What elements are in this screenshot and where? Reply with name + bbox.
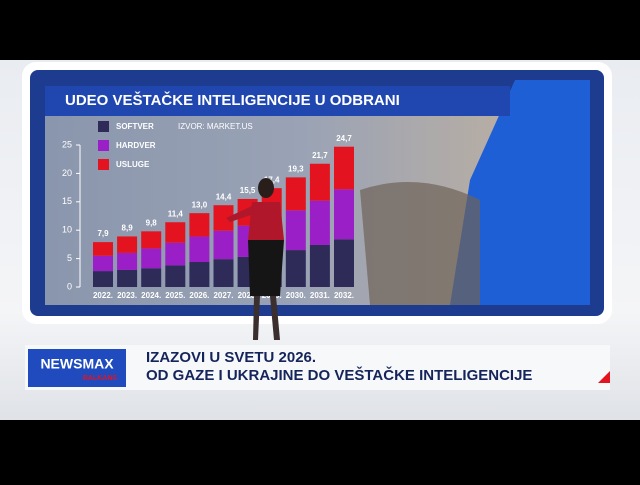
bar-segment bbox=[334, 239, 354, 287]
bar-segment bbox=[334, 189, 354, 240]
total-label: 11,4 bbox=[168, 209, 184, 218]
legend-label: USLUGE bbox=[116, 160, 150, 169]
bar-segment bbox=[165, 222, 186, 243]
bar-segment bbox=[189, 262, 210, 287]
total-label: 9,8 bbox=[146, 218, 158, 227]
x-tick-label: 2026. bbox=[189, 291, 209, 300]
bar-segment bbox=[189, 213, 210, 237]
y-tick-label: 15 bbox=[62, 196, 72, 206]
legend-swatch bbox=[98, 159, 109, 170]
bar-segment bbox=[165, 242, 186, 266]
bar-segment bbox=[117, 236, 138, 253]
bar-segment bbox=[93, 255, 113, 272]
x-tick-label: 2023. bbox=[117, 291, 137, 300]
bar-segment bbox=[117, 269, 138, 287]
legend-label: SOFTVER bbox=[116, 122, 154, 131]
presenter bbox=[226, 178, 284, 340]
y-tick-label: 10 bbox=[62, 225, 72, 235]
logo-box bbox=[28, 349, 126, 387]
bar-segment bbox=[285, 250, 306, 287]
legend-swatch bbox=[98, 140, 109, 151]
x-tick-label: 2025. bbox=[165, 291, 185, 300]
logo: NEWSMAX bbox=[40, 356, 114, 372]
chart-title: UDEO VEŠTAČKE INTELIGENCIJE U ODBRANI bbox=[65, 91, 400, 109]
bar-segment bbox=[141, 268, 162, 287]
logo-sub: BALKANS bbox=[83, 375, 118, 382]
accent bbox=[598, 371, 610, 383]
legend-label: HARDVER bbox=[116, 141, 156, 150]
x-tick-label: 2032. bbox=[334, 291, 354, 300]
total-label: 21,7 bbox=[312, 151, 328, 160]
bar-segment bbox=[334, 146, 354, 190]
source: IZVOR: MARKET.US bbox=[178, 122, 253, 131]
x-tick-label: 2030. bbox=[286, 291, 306, 300]
photo-soldiers bbox=[360, 182, 480, 305]
total-label: 19,3 bbox=[288, 164, 304, 173]
bar-segment bbox=[141, 231, 162, 249]
x-tick-label: 2031. bbox=[310, 291, 330, 300]
bar-segment bbox=[93, 242, 113, 256]
bar-segment bbox=[309, 163, 330, 201]
bar-segment bbox=[213, 230, 234, 260]
y-tick-label: 20 bbox=[62, 168, 72, 178]
headline: IZAZOVI U SVETU 2026. bbox=[146, 349, 316, 366]
bar-segment bbox=[141, 248, 162, 269]
y-tick-label: 5 bbox=[67, 253, 72, 263]
y-tick-label: 25 bbox=[62, 139, 72, 149]
legend-swatch bbox=[98, 121, 109, 132]
title-bar bbox=[45, 86, 510, 116]
x-tick-label: 2028. bbox=[238, 291, 258, 300]
bar-segment bbox=[309, 244, 330, 287]
total-label: 24,7 bbox=[336, 134, 352, 143]
bar-segment bbox=[285, 210, 306, 251]
x-tick-label: 2027. bbox=[213, 291, 233, 300]
bar-segment bbox=[165, 265, 186, 287]
x-tick-label: 2024. bbox=[141, 291, 161, 300]
bar-segment bbox=[189, 236, 210, 263]
bar-segment bbox=[285, 177, 306, 211]
y-tick-label: 0 bbox=[67, 281, 72, 291]
bar-segment bbox=[309, 200, 330, 245]
total-label: 8,9 bbox=[122, 224, 134, 233]
headline: OD GAZE I UKRAJINE DO VEŠTAČKE INTELIGEN… bbox=[146, 366, 532, 384]
total-label: 7,9 bbox=[97, 229, 109, 238]
total-label: 13,0 bbox=[192, 200, 208, 209]
total-label: 14,4 bbox=[216, 192, 232, 201]
total-label: 17,4 bbox=[264, 175, 280, 184]
bar-segment bbox=[117, 252, 138, 270]
total-label: 15,5 bbox=[240, 186, 256, 195]
blue-panel bbox=[450, 80, 590, 305]
x-tick-label: 2022. bbox=[93, 291, 113, 300]
bar-segment bbox=[213, 259, 234, 287]
bar-segment bbox=[213, 205, 234, 231]
bar-segment bbox=[93, 271, 113, 287]
